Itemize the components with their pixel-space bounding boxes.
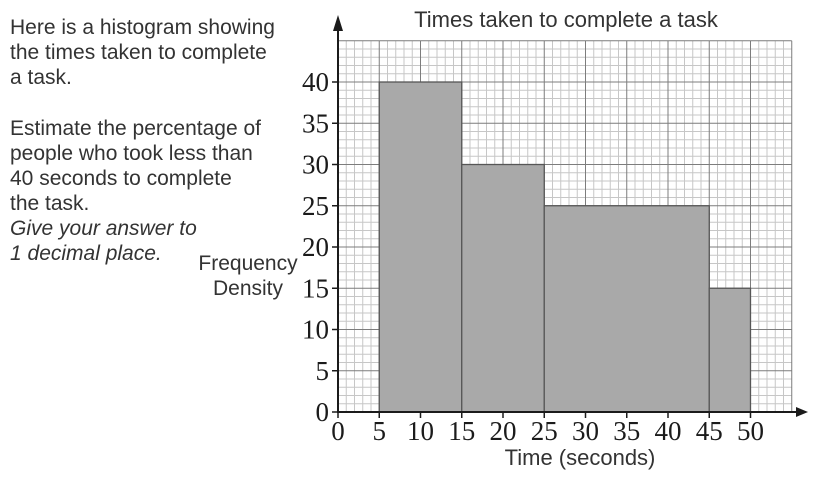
histogram-bar — [378, 81, 463, 413]
histogram-bar — [543, 205, 710, 413]
y-tick-label: 40 — [302, 67, 329, 97]
y-tick-label: 25 — [302, 191, 329, 221]
y-tick-label: 15 — [302, 273, 329, 303]
x-tick-label: 15 — [448, 416, 475, 446]
y-tick-label: 20 — [302, 232, 329, 262]
intro-text: Here is a histogram showing the times ta… — [10, 16, 275, 89]
histogram-bar — [461, 163, 545, 413]
y-tick-label: 30 — [302, 150, 329, 180]
x-tick-label: 10 — [407, 416, 434, 446]
x-tick-label: 5 — [373, 416, 387, 446]
x-tick-label: 50 — [737, 416, 764, 446]
y-axis-label: Frequency Density — [198, 252, 298, 300]
x-axis-arrowhead-icon — [796, 407, 808, 417]
x-tick-label: 25 — [531, 416, 558, 446]
x-tick-label: 0 — [331, 416, 345, 446]
x-tick-label: 45 — [696, 416, 723, 446]
histogram-bar — [708, 287, 752, 413]
x-axis-label: Time (seconds) — [504, 445, 656, 470]
question-block: Estimate the percentage of people who to… — [10, 116, 326, 266]
chart-title: Times taken to complete a task — [414, 7, 718, 32]
y-tick-label: 10 — [302, 315, 329, 345]
y-axis-arrowhead-icon — [333, 15, 343, 31]
x-tick-label: 20 — [490, 416, 517, 446]
x-tick-label: 30 — [572, 416, 599, 446]
y-tick-label: 5 — [316, 356, 330, 386]
y-tick-label: 0 — [316, 397, 330, 427]
x-tick-label: 35 — [613, 416, 640, 446]
answer-format-note: Give your answer to 1 decimal place. — [10, 217, 197, 265]
y-tick-label: 35 — [302, 108, 329, 138]
question-text: Estimate the percentage of people who to… — [10, 117, 261, 215]
x-tick-label: 40 — [655, 416, 682, 446]
